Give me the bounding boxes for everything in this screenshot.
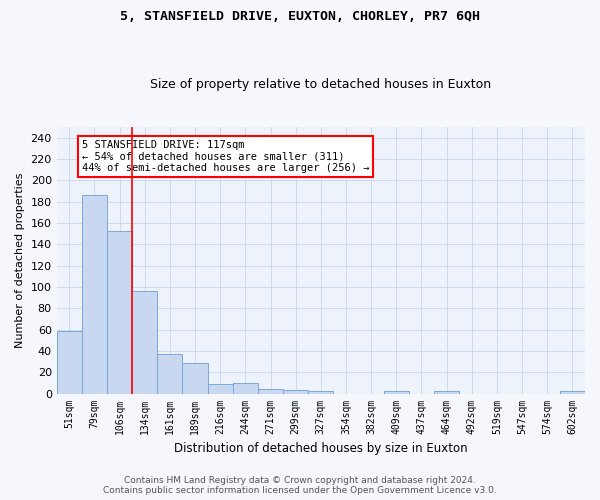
Y-axis label: Number of detached properties: Number of detached properties xyxy=(15,172,25,348)
Bar xyxy=(107,232,132,394)
Bar xyxy=(157,354,182,394)
Bar xyxy=(56,330,82,394)
Text: Contains HM Land Registry data © Crown copyright and database right 2024.
Contai: Contains HM Land Registry data © Crown c… xyxy=(103,476,497,495)
Bar xyxy=(560,392,585,394)
Bar xyxy=(82,195,107,394)
Bar xyxy=(434,392,459,394)
Text: 5, STANSFIELD DRIVE, EUXTON, CHORLEY, PR7 6QH: 5, STANSFIELD DRIVE, EUXTON, CHORLEY, PR… xyxy=(120,10,480,23)
Text: 5 STANSFIELD DRIVE: 117sqm
← 54% of detached houses are smaller (311)
44% of sem: 5 STANSFIELD DRIVE: 117sqm ← 54% of deta… xyxy=(82,140,370,173)
X-axis label: Distribution of detached houses by size in Euxton: Distribution of detached houses by size … xyxy=(174,442,467,455)
Bar xyxy=(258,390,283,394)
Title: Size of property relative to detached houses in Euxton: Size of property relative to detached ho… xyxy=(150,78,491,91)
Bar xyxy=(384,392,409,394)
Bar xyxy=(233,383,258,394)
Bar xyxy=(283,390,308,394)
Bar xyxy=(182,362,208,394)
Bar xyxy=(132,291,157,394)
Bar xyxy=(208,384,233,394)
Bar xyxy=(308,392,334,394)
